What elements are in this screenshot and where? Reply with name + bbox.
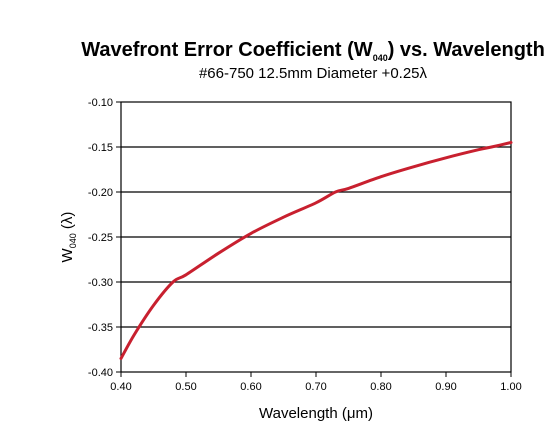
series-line <box>119 141 513 360</box>
y-tick-label: -0.10 <box>88 97 113 109</box>
x-tick-label: 0.40 <box>110 381 131 393</box>
ticks: -0.10 -0.15 -0.20 -0.25 -0.30 -0.35 -0.40 0.40 0… <box>88 97 522 393</box>
y-tick-label: -0.20 <box>88 187 113 199</box>
x-tick-label: 1.00 <box>500 381 521 393</box>
y-tick-label: -0.30 <box>88 277 113 289</box>
y-tick-label: -0.15 <box>88 142 113 154</box>
y-tick-label: -0.35 <box>88 322 113 334</box>
y-tick-label: -0.25 <box>88 232 113 244</box>
y-axis-label: W040 (λ) <box>59 212 78 263</box>
x-axis-label: Wavelength (μm) <box>259 405 373 422</box>
y-tick-label: -0.40 <box>88 367 113 379</box>
chart-subtitle: #66-750 12.5mm Diameter +0.25λ <box>199 65 428 82</box>
x-tick-label: 0.80 <box>370 381 391 393</box>
x-tick-label: 0.70 <box>305 381 326 393</box>
x-tick-label: 0.90 <box>435 381 456 393</box>
chart-title: Wavefront Error Coefficient (W040) vs. W… <box>81 39 545 63</box>
grid <box>121 146 511 328</box>
x-tick-label: 0.60 <box>240 381 261 393</box>
x-tick-label: 0.50 <box>175 381 196 393</box>
